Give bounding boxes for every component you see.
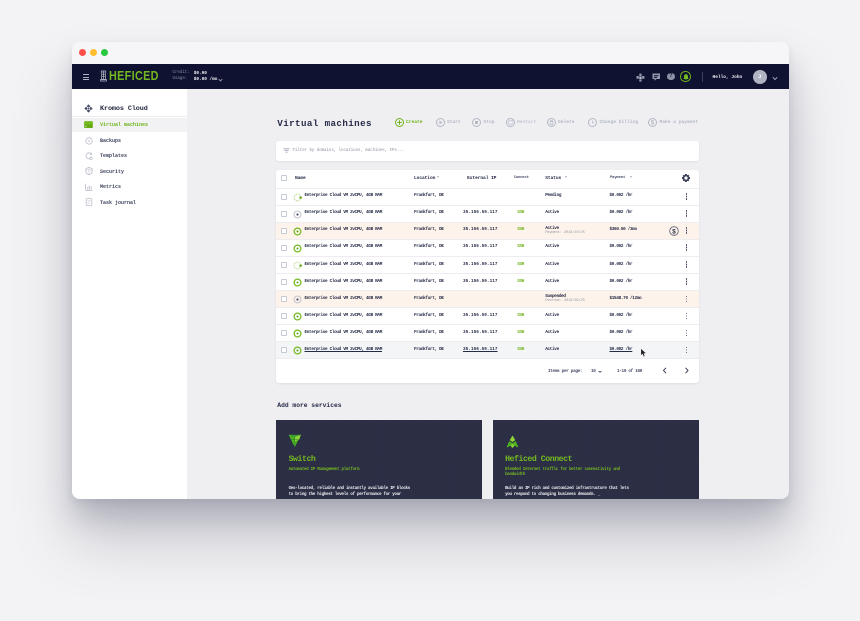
svg-text:$: $ (651, 119, 655, 126)
svg-text:$: $ (672, 228, 676, 235)
